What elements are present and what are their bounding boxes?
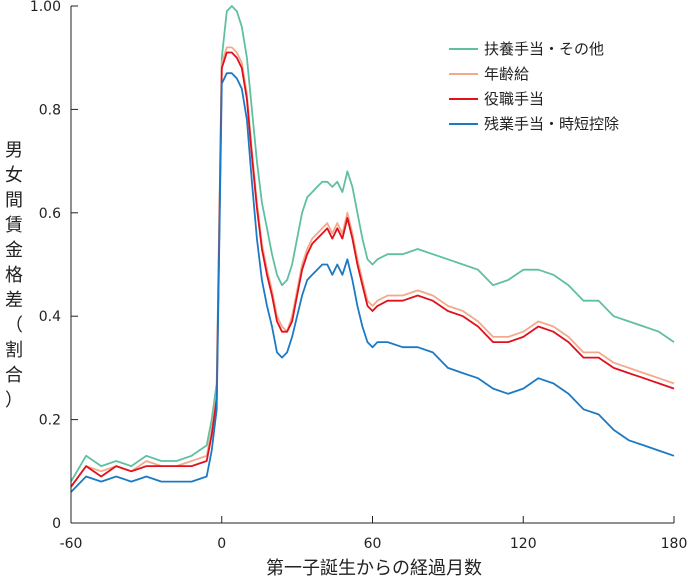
x-tick-label: 180: [661, 536, 688, 552]
y-tick-label: 0.2: [39, 413, 61, 429]
y-tick-label: 1.00: [30, 0, 61, 15]
series-layer: [70, 5, 675, 493]
legend-label: 年齢給: [484, 65, 529, 83]
series-line: [70, 46, 675, 488]
axes-layer: 0 0.2 0.4 0.6 0.8 1.00 -60 0 60 120 180: [30, 0, 688, 552]
series-line: [70, 51, 675, 488]
legend-label: 役職手当: [484, 90, 544, 108]
y-tick-label: 0: [52, 516, 61, 532]
x-axis-title: 第一子誕生からの経過月数: [266, 558, 482, 579]
series-line: [70, 72, 675, 493]
legend-label: 残業手当・時短控除: [484, 115, 619, 133]
x-tick-label: 0: [217, 536, 226, 552]
y-tick-label: 0.6: [39, 206, 61, 222]
series-line: [70, 5, 675, 483]
x-tick-label: -60: [60, 536, 83, 552]
x-tick-label: 60: [364, 536, 382, 552]
y-tick-label: 0.4: [39, 309, 61, 325]
x-tick-label: 120: [510, 536, 537, 552]
y-axis-title: 男女間賃金格差（割合）: [5, 140, 23, 411]
legend-label: 扶養手当・その他: [484, 40, 604, 58]
y-tick-label: 0.8: [39, 102, 61, 118]
